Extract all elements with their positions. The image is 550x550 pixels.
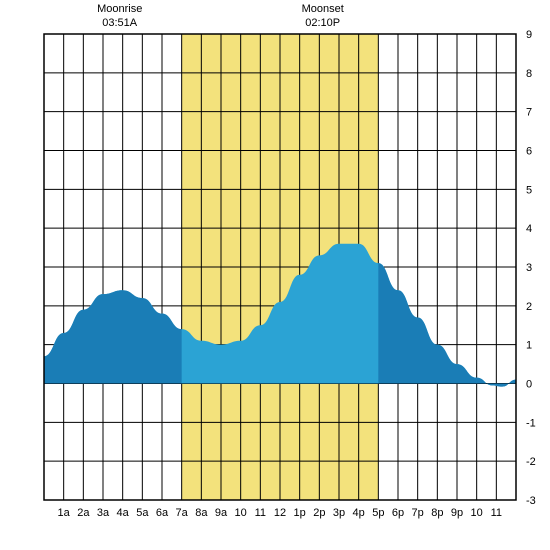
x-tick-label: 10 xyxy=(235,507,247,519)
moonrise-label-title: Moonrise xyxy=(97,3,142,15)
x-tick-label: 2a xyxy=(77,507,90,519)
x-tick-label: 5p xyxy=(372,507,384,519)
tide-chart: 1a2a3a4a5a6a7a8a9a1011121p2p3p4p5p6p7p8p… xyxy=(0,0,550,550)
y-tick-label: 7 xyxy=(526,107,532,119)
y-tick-label: -3 xyxy=(526,495,536,507)
x-tick-label: 7p xyxy=(412,507,424,519)
x-tick-label: 1a xyxy=(58,507,71,519)
moonset-label-time: 02:10P xyxy=(305,17,340,29)
y-tick-label: 0 xyxy=(526,379,532,391)
x-tick-label: 1p xyxy=(294,507,306,519)
x-tick-label: 9p xyxy=(451,507,463,519)
y-tick-label: 5 xyxy=(526,184,532,196)
x-tick-label: 3a xyxy=(97,507,110,519)
x-tick-label: 6p xyxy=(392,507,404,519)
x-tick-label: 12 xyxy=(274,507,286,519)
x-axis-labels: 1a 2a 3a 4a 5a 6a 7a 8a 9a 10 11 12 1p 2p 3p 4p 5p 6p 7p 8p… xyxy=(58,507,503,519)
y-tick-label: 3 xyxy=(526,262,532,274)
x-tick-label: 8a xyxy=(195,507,208,519)
x-tick-label: 7a xyxy=(176,507,189,519)
x-tick-label: 6a xyxy=(156,507,169,519)
y-tick-label: -1 xyxy=(526,417,536,429)
y-tick-label: -2 xyxy=(526,456,536,468)
x-tick-label: 3p xyxy=(333,507,345,519)
x-tick-label: 11 xyxy=(255,507,266,519)
tide-chart-svg: 1a2a3a4a5a6a7a8a9a1011121p2p3p4p5p6p7p8p… xyxy=(0,0,550,550)
y-tick-label: 6 xyxy=(526,146,532,158)
y-tick-label: 9 xyxy=(526,29,532,41)
x-tick-label: 8p xyxy=(431,507,443,519)
moonset-label-title: Moonset xyxy=(302,3,344,15)
x-tick-label: 4a xyxy=(117,507,130,519)
x-tick-label: 2p xyxy=(313,507,325,519)
x-tick-label: 9a xyxy=(215,507,228,519)
x-tick-label: 11 xyxy=(491,507,502,519)
x-tick-label: 5a xyxy=(136,507,149,519)
y-tick-label: 2 xyxy=(526,301,532,313)
x-tick-label: 10 xyxy=(471,507,483,519)
y-tick-label: 8 xyxy=(526,68,532,80)
y-tick-label: 4 xyxy=(526,223,532,235)
y-tick-label: 1 xyxy=(526,340,532,352)
moonrise-label-time: 03:51A xyxy=(102,17,138,29)
x-tick-label: 4p xyxy=(353,507,365,519)
